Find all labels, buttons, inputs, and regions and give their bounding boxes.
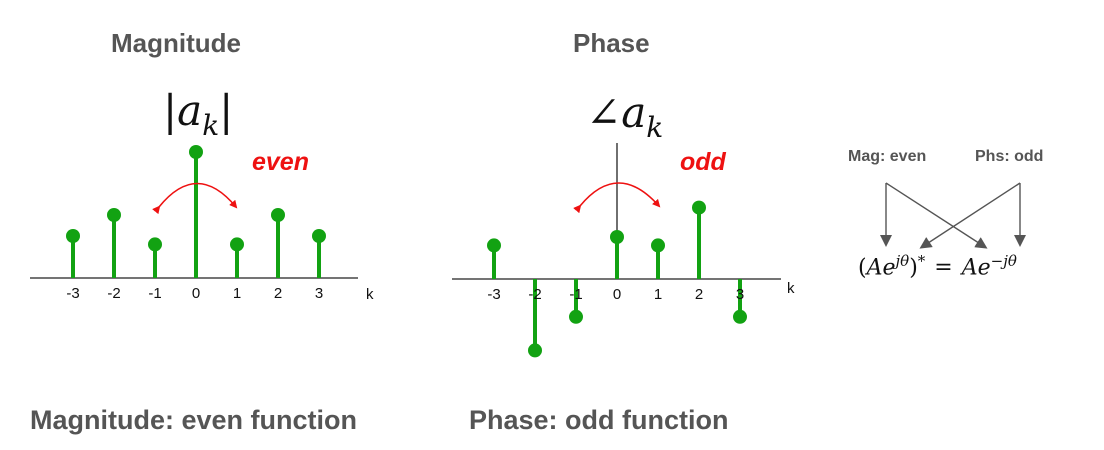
phase-stem-marker [651, 238, 665, 253]
phase-tick-label: 2 [695, 286, 703, 303]
phase-axis-label: k [787, 280, 795, 297]
mag-even-label: Mag: even [848, 148, 927, 165]
magnitude-tick-label: 0 [192, 285, 200, 302]
phs-odd-label: Phs: odd [975, 148, 1044, 165]
magnitude-stem-marker [271, 208, 285, 222]
magnitude-stem-marker [189, 145, 203, 159]
magnitude-tick-label: 1 [233, 285, 241, 302]
magnitude-axis-label: k [366, 286, 374, 303]
magnitude-tick-label: -2 [107, 285, 120, 302]
phase-tick-label: -3 [487, 286, 500, 303]
odd-label: odd [680, 148, 726, 176]
phase-caption: Phase: odd function [469, 405, 729, 435]
magnitude-symmetry-arrow [152, 182, 238, 215]
phase-tick-label: 3 [736, 286, 744, 303]
magnitude-stem-marker [107, 208, 121, 222]
phase-symmetry-arrow [573, 182, 661, 214]
magnitude-tick-label: 3 [315, 285, 323, 302]
magnitude-stem-marker [66, 229, 80, 243]
phase-tick-label: 0 [613, 286, 621, 303]
magnitude-stem-marker [148, 237, 162, 252]
phase-stem-marker [528, 343, 542, 358]
magnitude-symbol: |ak| [163, 86, 234, 142]
phase-stem-marker [569, 309, 583, 324]
phase-stem-marker [610, 230, 624, 244]
magnitude-tick-label: -3 [66, 285, 79, 302]
phase-tick-label: 1 [654, 286, 662, 303]
mag-to-rhs-arrow [885, 182, 988, 249]
even-label: even [252, 148, 309, 176]
phase-symbol: ∠ak [586, 88, 664, 144]
magnitude-tick-label: -1 [148, 285, 161, 302]
phase-tick-label: -1 [569, 286, 582, 303]
phs-to-lhs-arrow [919, 182, 1021, 249]
magnitude-tick-label: 2 [274, 285, 282, 302]
phase-tick-label: -2 [528, 286, 541, 303]
phase-stem-marker [692, 200, 706, 215]
phase-stem-marker [733, 309, 747, 324]
magnitude-caption: Magnitude: even function [30, 405, 357, 435]
phase-title: Phase [573, 28, 650, 58]
magnitude-stem-marker [230, 237, 244, 252]
conjugate-equation: (Aejθ)* = Ae−jθ [858, 252, 1017, 281]
magnitude-title: Magnitude [111, 28, 241, 58]
phase-stem-marker [487, 238, 501, 253]
magnitude-stem-marker [312, 229, 326, 243]
